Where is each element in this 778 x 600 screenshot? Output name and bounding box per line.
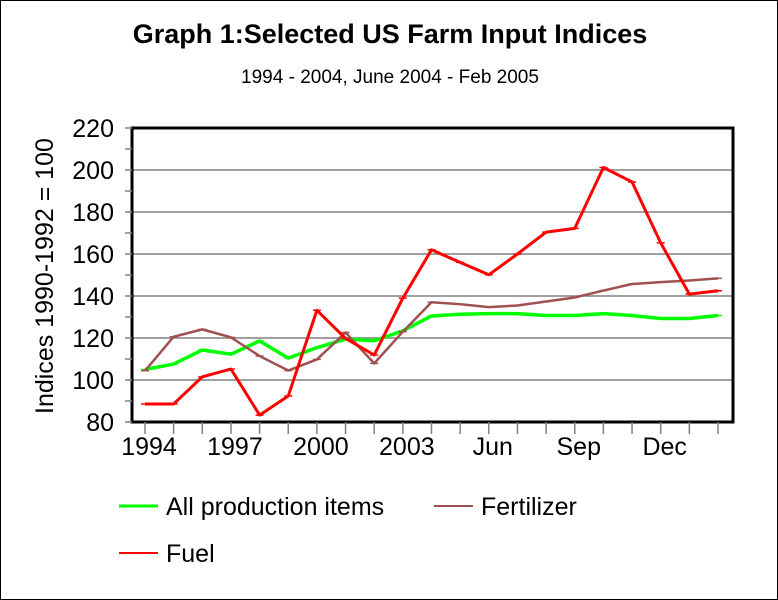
series-line-fertilizer bbox=[144, 277, 719, 372]
y-tick-label: 200 bbox=[72, 157, 114, 185]
legend: All production items Fertilizer Fuel bbox=[119, 493, 577, 568]
y-tick-label: 180 bbox=[72, 199, 114, 227]
y-tick-label: 120 bbox=[72, 325, 114, 353]
legend-label-all-production: All production items bbox=[166, 493, 384, 521]
x-tick-label: Jun bbox=[473, 433, 513, 461]
x-tick-label: 2003 bbox=[379, 433, 435, 461]
chart-title: Graph 1:Selected US Farm Input Indices bbox=[133, 19, 648, 49]
y-tick-label: 160 bbox=[72, 241, 114, 269]
y-axis-label: Indices 1990-1992 = 100 bbox=[31, 138, 59, 414]
x-tick-label: Sep bbox=[557, 433, 601, 461]
legend-label-fertilizer: Fertilizer bbox=[481, 493, 577, 521]
legend-label-fuel: Fuel bbox=[166, 540, 215, 568]
x-tick-label: Dec bbox=[642, 433, 686, 461]
y-tick-label: 80 bbox=[86, 409, 114, 437]
chart-subtitle: 1994 - 2004, June 2004 - Feb 2005 bbox=[241, 67, 539, 88]
plot-area-border bbox=[130, 126, 735, 424]
series-line-all-production-items bbox=[144, 311, 719, 372]
y-tick-label: 140 bbox=[72, 283, 114, 311]
series-line-fuel bbox=[145, 165, 719, 417]
y-tick-label: 100 bbox=[72, 367, 114, 395]
x-tick-label: 1994 bbox=[121, 433, 177, 461]
y-tick-label: 220 bbox=[72, 115, 114, 143]
x-tick-label: 1997 bbox=[207, 433, 263, 461]
x-tick-label: 2000 bbox=[293, 433, 349, 461]
